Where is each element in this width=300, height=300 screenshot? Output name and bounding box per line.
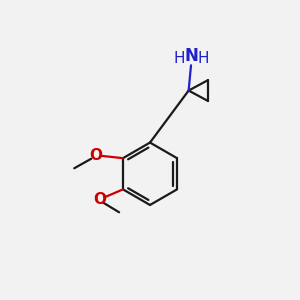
Text: O: O	[93, 192, 106, 207]
Text: N: N	[185, 47, 199, 65]
Text: O: O	[89, 148, 102, 163]
Text: H: H	[198, 51, 209, 66]
Text: H: H	[174, 51, 185, 66]
